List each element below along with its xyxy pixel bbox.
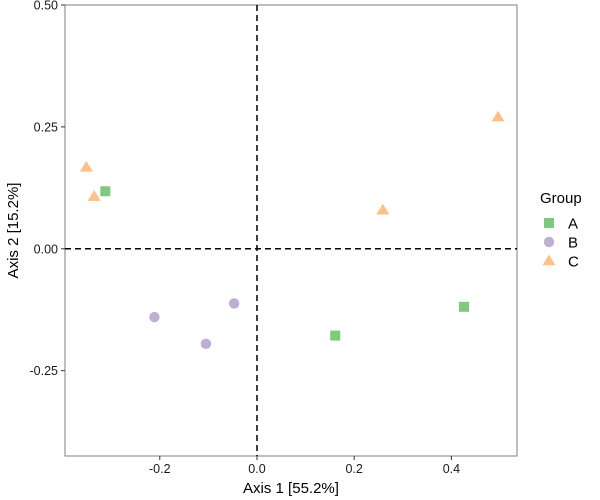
legend-key-c [542,254,556,266]
y-axis-ticks: -0.25 0.00 0.25 0.50 [30,0,65,378]
x-tick-label: 0.4 [443,462,460,476]
legend-label-b: B [568,235,578,252]
legend-key-a [544,218,554,228]
point-c [376,203,390,215]
x-tick-label: 0.2 [345,462,362,476]
x-tick-label: -0.2 [149,462,171,476]
point-c [87,190,101,201]
y-tick-label: 0.25 [34,120,58,134]
legend: Group ABC [540,190,582,271]
y-tick-label: 0.50 [34,0,58,13]
point-b [149,311,160,323]
plot-panel [64,4,518,457]
point-c [491,110,505,122]
point-b [200,338,212,350]
x-tick-label: 0.0 [248,462,265,476]
x-axis-ticks: -0.2 0.0 0.2 0.4 [149,456,460,476]
legend-label-a: A [568,216,578,233]
point-a [100,186,111,197]
legend-label-c: C [568,254,579,271]
point-a [330,330,341,341]
y-tick-label: -0.25 [30,364,59,378]
legend-key-b [543,236,555,248]
x-axis-title: Axis 1 [55.2%] [243,480,339,497]
data-points [79,110,505,350]
y-tick-label: 0.00 [34,242,58,256]
point-c [79,160,93,172]
reference-lines [65,5,517,456]
y-axis-title: Axis 2 [15.2%] [5,183,22,279]
point-b [228,298,240,309]
legend-title: Group [540,190,582,207]
point-a [459,301,470,312]
